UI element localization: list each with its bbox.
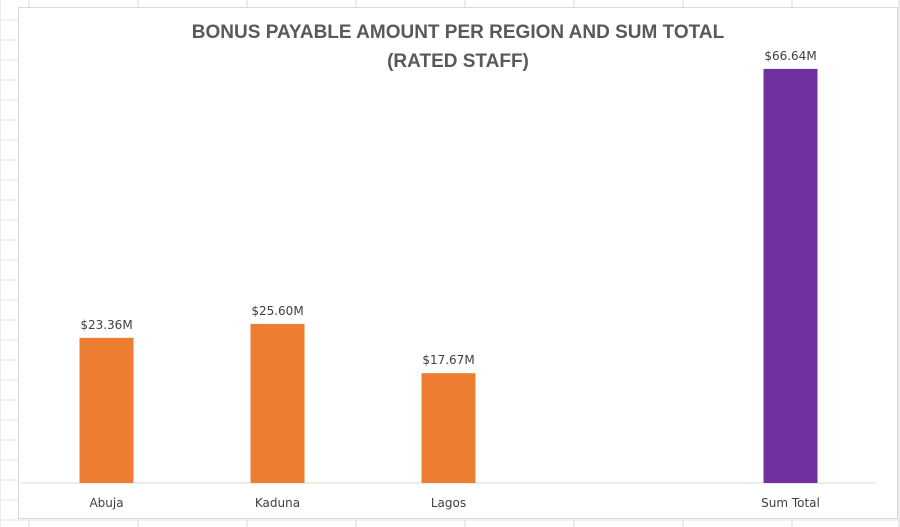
bar-sum-total[interactable] [763, 68, 818, 483]
data-label: $25.60M [251, 304, 303, 318]
category-tick-label: Kaduna [255, 496, 300, 510]
chart-area[interactable]: BONUS PAYABLE AMOUNT PER REGION AND SUM … [18, 7, 898, 519]
category-tick-label: Lagos [431, 496, 466, 510]
category-tick-label: Abuja [89, 496, 123, 510]
bar-chart: $23.36M Abuja $25.60M Kaduna $17.67M Lagos $66… [21, 49, 876, 510]
chart-subtitle: (RATED STAFF) [387, 51, 529, 72]
data-label: $66.64M [764, 49, 816, 63]
data-label: $17.67M [422, 353, 474, 367]
chart-title: BONUS PAYABLE AMOUNT PER REGION AND SUM … [191, 22, 725, 43]
bar-lagos[interactable] [421, 373, 476, 483]
data-label: $23.36M [80, 318, 132, 332]
bar-abuja[interactable] [79, 337, 134, 483]
bar-kaduna[interactable] [250, 323, 305, 483]
category-tick-label: Sum Total [761, 496, 820, 510]
